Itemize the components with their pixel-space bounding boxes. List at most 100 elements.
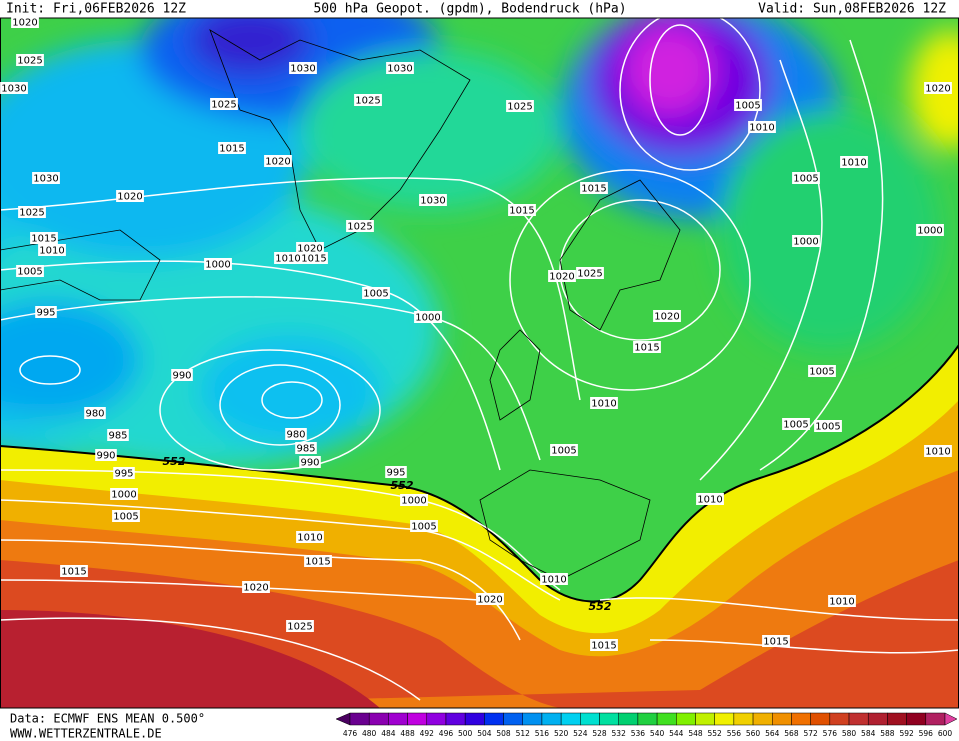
- colorbar-box: [599, 712, 619, 726]
- isobar-label: 1015: [31, 234, 56, 245]
- isobar-label-box: [38, 244, 66, 256]
- colorbar-box: [388, 712, 408, 726]
- colorbar-label: 484: [381, 729, 396, 738]
- isobar-label: 1005: [793, 174, 818, 185]
- isobar-label: 1000: [401, 496, 426, 507]
- isobar-label-box: [924, 445, 952, 457]
- isobar-label: 1015: [581, 184, 606, 195]
- isobar-label-box: [762, 635, 790, 647]
- isobar-label: 1025: [19, 208, 44, 219]
- isobar-label: 1005: [815, 422, 840, 433]
- isobar-label: 1015: [591, 641, 616, 652]
- colorbar-box: [618, 712, 639, 726]
- isobar-label-box: [346, 220, 374, 232]
- isobar-label-box: [548, 270, 576, 282]
- isobar-label-box: [354, 94, 382, 106]
- isobar-label: 1010: [591, 399, 616, 410]
- isobar-label: 1030: [1, 84, 26, 95]
- isobar-label: 1005: [735, 101, 760, 112]
- coastlines: [0, 29, 681, 581]
- colorbar-box: [906, 712, 927, 726]
- colorbar-label: 568: [784, 729, 799, 738]
- isobar-label: 980: [85, 409, 104, 420]
- field-blob: [190, 18, 310, 75]
- isobar-label: 1010: [297, 533, 322, 544]
- colorbar-label: 584: [861, 729, 876, 738]
- isobar-label: 1025: [17, 56, 42, 67]
- isobar-label-box: [653, 310, 681, 322]
- colorbar-label: 540: [650, 729, 665, 738]
- isobar-label-box: [299, 456, 321, 468]
- isobar-label: 1020: [654, 312, 679, 323]
- isobar-label: 1025: [287, 622, 312, 633]
- colorbar-box: [676, 712, 696, 726]
- colorbar-label: 588: [880, 729, 895, 738]
- isobar-label: 1020: [243, 583, 268, 594]
- isobar-label: 995: [36, 308, 55, 319]
- isobar-label-box: [508, 204, 536, 216]
- colorbar-box: [695, 712, 715, 726]
- isobar-label: 990: [96, 451, 115, 462]
- isobar-label: 1000: [111, 490, 136, 501]
- isobar-label-box: [540, 573, 568, 585]
- isobar-label: 1000: [917, 226, 942, 237]
- colorbar-box: [484, 712, 504, 726]
- isobar-label-box: [410, 520, 438, 532]
- isobar-label: 1015: [634, 343, 659, 354]
- colorbar-box: [503, 712, 523, 726]
- isobar-label-box: [30, 232, 58, 244]
- isobar-label-box: [916, 224, 944, 236]
- colorbar-box: [829, 712, 850, 726]
- isobar-label-box: [16, 265, 44, 277]
- colorbar-box: [887, 712, 907, 726]
- isobar-label-box: [840, 156, 868, 168]
- colorbar-label: 596: [919, 729, 934, 738]
- colorbar-label: 496: [439, 729, 454, 738]
- isobar-label-box: [814, 420, 842, 432]
- colorbar-label: 488: [400, 729, 415, 738]
- colorbar-box: [810, 712, 831, 726]
- colorbar-label: 544: [669, 729, 684, 738]
- colorbar-box: [368, 712, 389, 726]
- valid-time: Valid: Sun,08FEB2026 12Z: [758, 2, 946, 17]
- isobar-label-box: [792, 235, 820, 247]
- colorbar-box: [867, 712, 888, 726]
- isobar-label: 1030: [420, 196, 445, 207]
- isobar-label-box: [116, 190, 144, 202]
- colorbar-box: [714, 712, 735, 726]
- isobar-label-box: [84, 407, 106, 419]
- colorbar-box: [541, 712, 562, 726]
- isobar-label-box: [580, 182, 608, 194]
- isobar-label-box: [16, 54, 44, 66]
- colorbar-label: 536: [631, 729, 646, 738]
- isobar-label: 1010: [697, 495, 722, 506]
- colorbar-label: 552: [708, 729, 723, 738]
- isobar-label: 1000: [205, 260, 230, 271]
- isobar-label-box: [476, 593, 504, 605]
- isobar-label-box: [296, 531, 324, 543]
- isobar-label-box: [590, 639, 618, 651]
- isobar-label-box: [506, 100, 534, 112]
- colorbar-box: [426, 712, 447, 726]
- isobar-label-box: [95, 449, 117, 461]
- isobar-label-box: [274, 252, 302, 264]
- colorbar-box: [522, 712, 543, 726]
- isobar-label: 990: [300, 458, 319, 469]
- colorbar-label: 524: [573, 729, 588, 738]
- colorbar-label: 520: [554, 729, 569, 738]
- colorbar-label: 532: [612, 729, 627, 738]
- isobar-label: 1015: [509, 206, 534, 217]
- isobar-label-box: [792, 172, 820, 184]
- isobar-label-box: [734, 99, 762, 111]
- colorbar-label: 548: [688, 729, 703, 738]
- colorbar-box: [445, 712, 466, 726]
- isobar-label-box: [300, 252, 328, 264]
- isobar-label-box: [748, 121, 776, 133]
- isobar-label-box: [782, 418, 810, 430]
- colorbar-box: [637, 712, 658, 726]
- isobar-label-box: [264, 155, 292, 167]
- colorbar-label: 556: [727, 729, 742, 738]
- isobar-label-box: [171, 369, 193, 381]
- colorbar-label: 528: [592, 729, 607, 738]
